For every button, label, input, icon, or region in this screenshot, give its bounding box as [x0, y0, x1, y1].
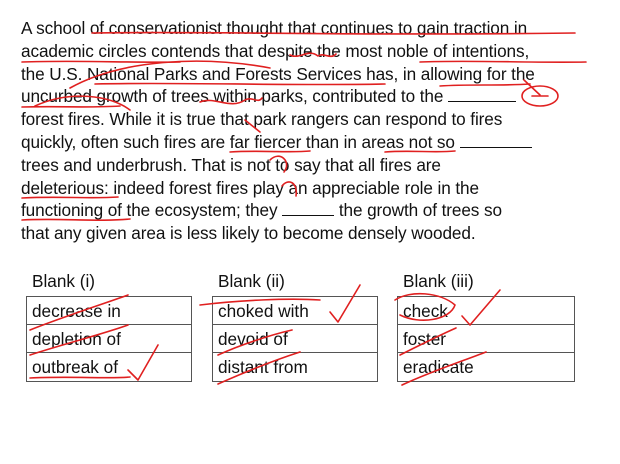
blank-iii-line — [282, 200, 335, 217]
passage-text: functioning of the ecosystem; they — [21, 200, 283, 221]
passage-line-10: that any given area is less likely to be… — [21, 222, 611, 245]
blank-iii-option-3[interactable]: eradicate — [403, 357, 474, 377]
blank-ii-header: Blank (ii) — [218, 271, 285, 291]
passage-line-9: functioning of the ecosystem; they the g… — [21, 199, 611, 222]
passage-text: the U.S. National Parks and Forests Serv… — [21, 63, 535, 84]
blank-ii-column: Blank (ii) choked with devoid of distant… — [212, 270, 378, 382]
passage-line-2: academic circles contends that despite t… — [21, 40, 611, 63]
passage-line-3: the U.S. National Parks and Forests Serv… — [21, 63, 611, 86]
passage-text: quickly, often such fires are far fierce… — [21, 131, 460, 152]
passage-text: trees and underbrush. That is not to say… — [21, 154, 441, 175]
passage-line-4: uncurbed growth of trees within parks, c… — [21, 85, 611, 108]
blank-ii-option-3[interactable]: distant from — [218, 357, 308, 377]
blank-iii-column: Blank (iii) check foster eradicate — [397, 270, 575, 382]
blank-ii-option-1[interactable]: choked with — [213, 297, 377, 325]
blank-iii-choices: check foster eradicate — [397, 296, 575, 382]
passage-line-1: A school of conservationist thought that… — [21, 17, 611, 40]
blank-i-line — [448, 86, 516, 103]
blank-i-option-3[interactable]: outbreak of — [32, 357, 118, 377]
passage: A school of conservationist thought that… — [21, 17, 611, 245]
passage-text: deleterious: indeed forest fires play an… — [21, 177, 479, 198]
blank-i-column: Blank (i) decrease in depletion of outbr… — [26, 270, 192, 382]
blank-iii-option-1[interactable]: check — [398, 297, 574, 325]
blank-ii-line — [459, 132, 532, 148]
passage-text: forest fires. While it is true that park… — [21, 109, 503, 130]
passage-text: the growth of trees so — [334, 200, 502, 221]
passage-text: uncurbed growth of trees within parks, c… — [21, 86, 448, 107]
blank-i-option-2[interactable]: depletion of — [27, 325, 191, 353]
passage-line-5: forest fires. While it is true that park… — [21, 108, 611, 131]
blank-ii-option-2[interactable]: devoid of — [213, 325, 377, 353]
passage-line-7: trees and underbrush. That is not to say… — [21, 154, 611, 177]
blank-iii-header: Blank (iii) — [403, 271, 474, 291]
passage-line-8: deleterious: indeed forest fires play an… — [21, 177, 611, 200]
passage-text: academic circles contends that despite t… — [21, 40, 530, 61]
passage-line-6: quickly, often such fires are far fierce… — [21, 131, 611, 154]
blank-i-option-1[interactable]: decrease in — [27, 297, 191, 325]
blank-ii-choices: choked with devoid of distant from — [212, 296, 378, 382]
passage-text: A school of conservationist thought that… — [21, 18, 528, 38]
blank-i-header: Blank (i) — [32, 271, 96, 291]
passage-text: that any given area is less likely to be… — [21, 223, 476, 244]
blank-iii-option-2[interactable]: foster — [398, 325, 574, 353]
blank-i-choices: decrease in depletion of outbreak of — [26, 296, 192, 382]
